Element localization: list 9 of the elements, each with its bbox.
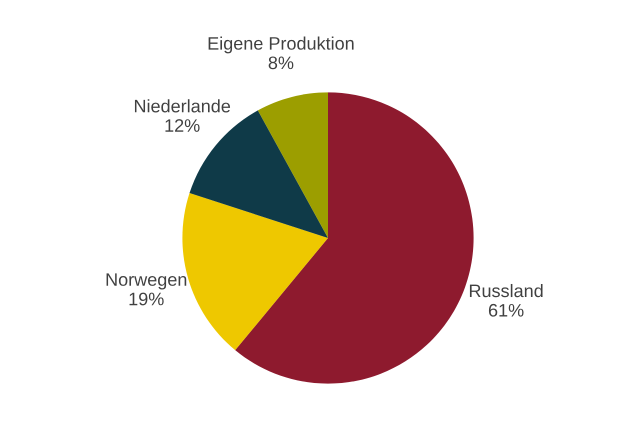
data-label: 61% bbox=[488, 304, 524, 317]
data-label: 12% bbox=[165, 119, 200, 132]
slice-label: Niederlande bbox=[134, 99, 230, 112]
pie-slice bbox=[258, 92, 328, 238]
data-label: 19% bbox=[130, 292, 164, 306]
data-label: 8% bbox=[268, 56, 294, 70]
slice-label: Russland bbox=[470, 284, 543, 298]
slice-label: Norwegen bbox=[106, 273, 186, 290]
slice-label: Eigene Produktion bbox=[208, 36, 354, 54]
